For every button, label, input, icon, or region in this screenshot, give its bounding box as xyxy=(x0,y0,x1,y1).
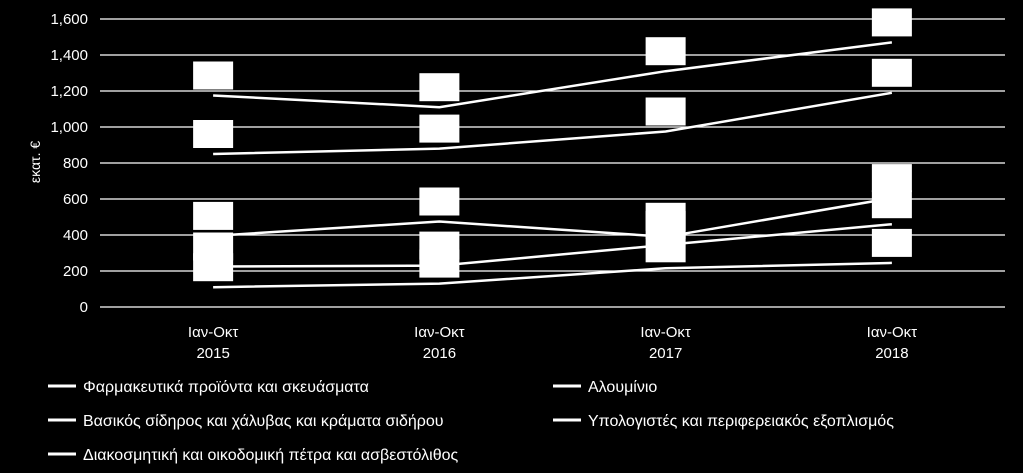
data-label-box xyxy=(419,114,460,143)
x-tick-label: Ιαν-Οκτ xyxy=(188,324,239,341)
data-label-box xyxy=(193,61,234,90)
series-line xyxy=(213,261,892,289)
y-tick-label: 1,600 xyxy=(50,11,88,28)
y-tick-label: 600 xyxy=(63,191,88,208)
data-label-box xyxy=(645,234,686,263)
y-tick-label: 800 xyxy=(63,155,88,172)
data-label-box xyxy=(871,190,912,219)
series-line xyxy=(213,196,893,239)
y-tick-label: 1,400 xyxy=(50,47,88,64)
y-axis-label: εκατ. € xyxy=(27,141,43,183)
y-tick-label: 1,000 xyxy=(50,119,88,136)
x-tick-label: 2016 xyxy=(423,345,456,362)
x-axis: Ιαν-Οκτ 2015 Ιαν-Οκτ 2016 Ιαν-Οκτ 2017 Ιαν-Οκτ… xyxy=(188,324,917,362)
x-tick-label: Ιαν-Οκτ xyxy=(867,324,918,341)
legend-label: Υπολογιστές και περιφερειακός εξοπλισμός xyxy=(588,413,894,430)
data-label-box xyxy=(419,73,460,102)
data-labels xyxy=(193,8,912,282)
data-label-box xyxy=(645,37,686,66)
data-label-box xyxy=(193,253,234,282)
data-label-box xyxy=(193,120,234,148)
legend-label: Βασικός σίδηρος και χάλυβας και κράματα … xyxy=(83,413,444,430)
series-line xyxy=(213,91,893,156)
series-line xyxy=(213,222,892,268)
data-label-box xyxy=(419,249,460,278)
y-axis: 0 200 400 600 800 1,000 1,200 1,400 1,600 xyxy=(50,11,88,316)
legend-label: Φαρμακευτικά προϊόντα και σκευάσματα xyxy=(83,379,369,396)
series-line xyxy=(213,41,893,109)
x-tick-label: 2017 xyxy=(649,345,682,362)
data-label-box xyxy=(871,228,912,257)
y-tick-label: 200 xyxy=(63,263,88,280)
y-tick-label: 400 xyxy=(63,227,88,244)
gridlines xyxy=(100,18,1005,308)
legend-label: Διακοσμητική και οικοδομική πέτρα και ασ… xyxy=(83,447,458,464)
x-tick-label: Ιαν-Οκτ xyxy=(414,324,465,341)
series-lines xyxy=(213,41,893,289)
data-label-box xyxy=(645,97,686,126)
data-label-box xyxy=(645,210,686,239)
legend-label: Αλουμίνιο xyxy=(588,379,657,396)
x-tick-label: 2015 xyxy=(196,345,229,362)
legend: Φαρμακευτικά προϊόντα και σκευάσματα Αλου… xyxy=(48,379,894,464)
x-tick-label: 2018 xyxy=(875,345,908,362)
data-label-box xyxy=(871,8,912,37)
y-tick-label: 1,200 xyxy=(50,83,88,100)
y-tick-label: 0 xyxy=(80,299,88,316)
x-tick-label: Ιαν-Οκτ xyxy=(640,324,691,341)
data-label-box xyxy=(193,201,234,230)
data-label-box xyxy=(871,164,912,193)
data-label-box xyxy=(419,187,460,216)
data-label-box xyxy=(871,58,912,87)
